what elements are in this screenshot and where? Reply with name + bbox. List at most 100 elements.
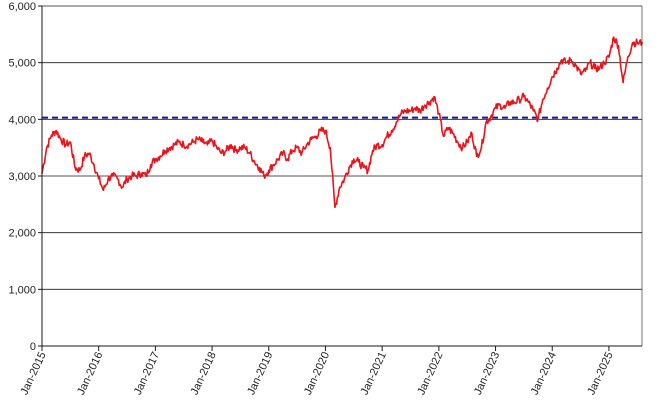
data-point-58	[315, 135, 317, 138]
data-point-87	[452, 132, 454, 135]
data-point-123	[622, 81, 624, 84]
data-point-25	[159, 155, 161, 157]
data-point-13	[102, 189, 105, 191]
data-point-121	[612, 36, 615, 38]
data-point-1	[45, 146, 48, 149]
data-point-54	[296, 146, 298, 149]
data-point-49	[272, 163, 275, 166]
data-point-94	[485, 121, 487, 123]
data-point-53	[291, 149, 294, 152]
y-tick-label: 0	[30, 341, 36, 353]
data-point-38	[220, 152, 223, 155]
data-point-116	[589, 61, 591, 64]
data-point-111	[565, 61, 568, 64]
data-point-122	[617, 44, 620, 47]
data-point-77	[405, 110, 407, 112]
data-point-85	[442, 135, 445, 138]
data-point-120	[608, 56, 610, 58]
data-point-39	[225, 149, 228, 152]
data-point-59	[319, 129, 322, 132]
data-point-23	[149, 163, 152, 166]
data-point-103	[527, 101, 530, 104]
data-point-57	[310, 138, 313, 140]
data-point-46	[258, 166, 261, 169]
data-point-41	[234, 149, 237, 152]
data-point-69	[367, 169, 369, 172]
data-point-67	[357, 161, 360, 163]
data-point-33	[197, 138, 199, 140]
data-point-3	[55, 129, 57, 132]
data-point-22	[145, 175, 147, 177]
data-point-20	[135, 175, 138, 177]
series-group	[41, 36, 643, 208]
data-point-51	[282, 152, 284, 155]
data-point-28	[173, 144, 176, 146]
data-point-65	[348, 166, 350, 169]
data-point-27	[168, 146, 171, 149]
data-point-100	[513, 101, 516, 104]
data-point-89	[461, 146, 464, 149]
data-point-26	[164, 149, 166, 152]
data-point-48	[268, 169, 270, 172]
y-axis-tick-labels: 0 1,000 2,000 3,000 4,000 5,000 6,000	[8, 1, 42, 353]
data-point-31	[187, 144, 190, 146]
data-point-64	[343, 178, 346, 180]
data-point-32	[192, 141, 194, 143]
data-point-7	[74, 166, 76, 169]
data-point-56	[305, 144, 308, 146]
data-point-99	[508, 101, 511, 104]
data-point-86	[447, 127, 450, 129]
data-point-55	[301, 152, 303, 155]
data-point-35	[206, 144, 209, 146]
data-point-18	[126, 178, 128, 180]
data-point-4	[60, 138, 62, 140]
y-tick-label: 3,000	[8, 171, 36, 183]
data-point-70	[371, 149, 374, 152]
series-line-0	[41, 36, 643, 208]
data-point-74	[390, 129, 393, 132]
data-point-5	[64, 144, 67, 146]
data-point-29	[178, 141, 180, 143]
data-point-34	[201, 141, 204, 143]
data-point-90	[466, 141, 469, 143]
data-point-105	[537, 118, 539, 121]
data-point-17	[121, 186, 124, 189]
data-point-9	[83, 155, 86, 157]
data-point-37	[216, 146, 218, 149]
data-point-45	[253, 161, 256, 163]
data-point-102	[523, 95, 525, 98]
data-point-106	[542, 98, 544, 101]
data-point-6	[69, 141, 72, 143]
data-point-40	[230, 144, 232, 146]
data-point-61	[329, 146, 332, 149]
data-point-68	[362, 166, 365, 169]
data-point-36	[211, 140, 213, 142]
data-point-125	[631, 42, 634, 44]
data-point-50	[277, 158, 280, 160]
data-point-80	[419, 110, 421, 112]
data-point-82	[428, 101, 431, 104]
y-tick-label: 1,000	[8, 284, 36, 296]
data-point-72	[381, 144, 384, 146]
data-point-93	[480, 146, 483, 149]
y-tick-label: 5,000	[8, 58, 36, 70]
data-point-114	[579, 73, 582, 75]
data-point-126	[636, 42, 639, 44]
data-point-95	[490, 115, 492, 118]
data-point-78	[409, 110, 412, 112]
data-point-60	[324, 129, 327, 132]
data-point-115	[584, 70, 587, 72]
data-point-118	[598, 67, 601, 70]
data-point-108	[551, 76, 553, 78]
data-point-30	[182, 144, 185, 146]
data-point-43	[244, 146, 246, 149]
data-point-71	[376, 144, 379, 146]
data-point-92	[475, 155, 478, 157]
data-point-124	[627, 56, 629, 58]
data-point-63	[338, 186, 341, 189]
data-point-10	[88, 152, 90, 155]
data-point-107	[546, 87, 549, 89]
data-point-11	[93, 163, 95, 166]
